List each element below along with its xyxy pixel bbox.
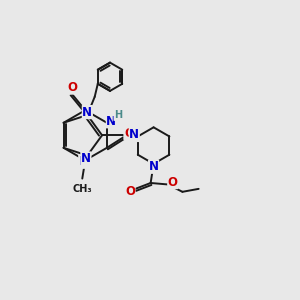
Text: N: N [129, 128, 139, 142]
Text: N: N [106, 115, 116, 128]
Text: O: O [124, 127, 134, 140]
Text: N: N [81, 152, 91, 165]
Text: N: N [82, 106, 92, 118]
Text: H: H [114, 110, 122, 120]
Text: N: N [79, 155, 89, 168]
Text: CH₃: CH₃ [73, 184, 92, 194]
Text: O: O [168, 176, 178, 189]
Text: O: O [125, 185, 135, 198]
Text: O: O [67, 81, 77, 94]
Text: N: N [148, 160, 159, 173]
